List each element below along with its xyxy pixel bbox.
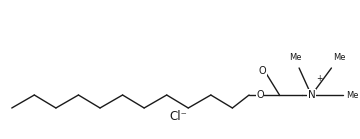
Text: Cl⁻: Cl⁻: [169, 110, 187, 123]
Text: +: +: [316, 74, 322, 83]
Text: Me: Me: [289, 53, 302, 62]
Text: O: O: [259, 66, 267, 76]
Text: O: O: [256, 90, 264, 100]
Text: Me: Me: [333, 53, 346, 62]
Text: N: N: [308, 90, 316, 100]
Text: Me: Me: [346, 90, 359, 100]
